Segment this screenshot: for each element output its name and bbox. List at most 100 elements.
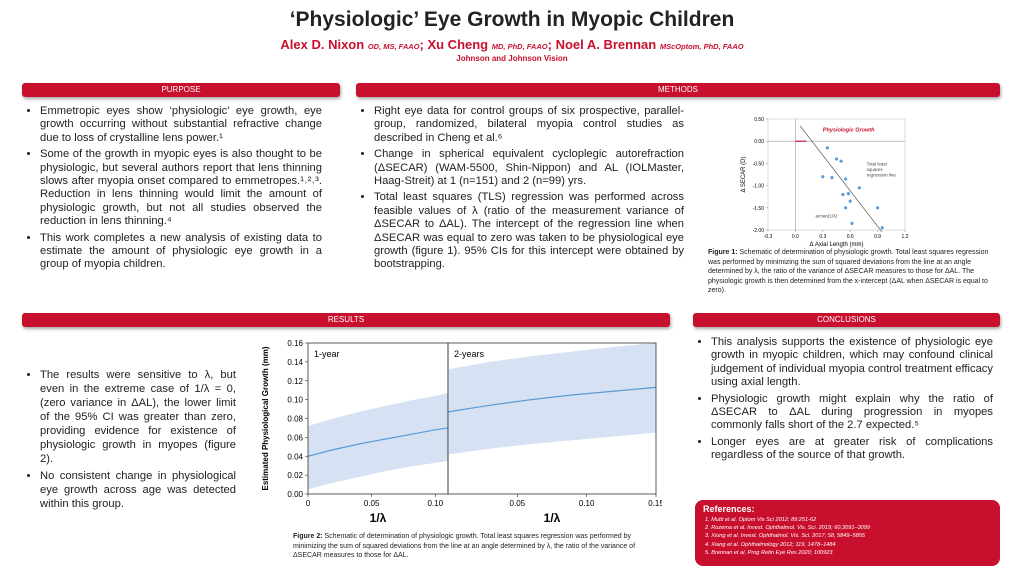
figure-caption: Figure 1: Schematic of determination of … (708, 248, 1000, 296)
author-name: Noel A. Brennan (555, 37, 657, 52)
separator: ; (419, 37, 424, 52)
y-tick-label: 0.00 (754, 139, 764, 145)
list-item: Emmetropic eyes show ‘physiologic’ eye g… (40, 105, 322, 145)
x-tick-label: 0.3 (819, 234, 826, 240)
line (447, 386, 657, 413)
reference: 5. Brennan et al. Prog Retin Eye Res 202… (705, 549, 833, 556)
x-tick-label: 0.05 (510, 499, 526, 508)
purpose-text: Emmetropic eyes show ‘physiologic’ eye g… (22, 105, 322, 275)
reference: 3. Xiong et al. Invest. Ophthalmol. Vis.… (705, 533, 866, 540)
list-item: Longer eyes are at greater risk of compl… (711, 436, 993, 463)
author-credentials: MD, PhD, FAAO (491, 42, 548, 51)
author-credentials: OD, MS, FAAO (367, 42, 420, 51)
point (848, 199, 852, 203)
list: Right eye data for control groups of six… (356, 105, 684, 272)
point (850, 221, 854, 225)
list-item: Right eye data for control groups of six… (374, 105, 684, 145)
separator: ; (547, 37, 552, 52)
panel-frame (447, 342, 657, 495)
point (841, 192, 845, 197)
reference: 2. Rozema et al. Invest. Ophthalmol. Vis… (705, 525, 871, 532)
caption-text: Schematic of determination of physiologi… (708, 249, 989, 295)
regression-line (799, 125, 883, 233)
list-item: This work completes a new analysis of ex… (40, 232, 322, 272)
section-heading: RESULTS (22, 313, 670, 327)
x-tick-label: 1.2 (902, 234, 909, 240)
point (844, 206, 848, 210)
point (880, 226, 884, 230)
point (821, 175, 825, 179)
y-tick-label: 0.02 (287, 471, 303, 480)
x-tick-label: 0.15 (648, 499, 662, 508)
caption-label: Figure 1: (708, 249, 738, 256)
annotation: arctan(1/λ) (815, 214, 837, 219)
author-credentials: MScOptom, PhD, FAAO (659, 42, 744, 51)
plot-frame (767, 118, 906, 231)
point (857, 186, 861, 190)
references: References: 1. Mutti et al. Optom Vis Sc… (695, 500, 1000, 566)
conclusions-text: This analysis supports the existence of … (693, 336, 993, 466)
list: The results were sensitive to λ, but eve… (22, 368, 236, 511)
x-tick-label: 0.9 (874, 234, 881, 240)
author-name: Xu Cheng (427, 37, 489, 52)
panel-label: 2-years (454, 349, 485, 359)
y-tick-label: -2.00 (753, 228, 765, 234)
x-tick-label: 0.10 (579, 499, 595, 508)
section-heading: METHODS (356, 83, 1000, 97)
x-axis-label: 1/λ (544, 511, 561, 525)
annotation: Total least squares regression line (867, 162, 897, 178)
list-item: Total least squares (TLS) regression was… (374, 191, 684, 271)
x-axis-label: Δ Axial Length (mm) (809, 242, 863, 248)
x-tick-label: 0.10 (427, 499, 443, 508)
list-item: Physiologic growth might explain why the… (711, 393, 993, 433)
point (834, 157, 839, 161)
figure-caption: Figure 2: Schematic of determination of … (293, 532, 643, 561)
reference: 1. Mutti et al. Optom Vis Sci 2012; 89:2… (705, 517, 817, 523)
list-item: Change in spherical equivalent cyclopleg… (374, 148, 684, 188)
list-item: This analysis supports the existence of … (711, 336, 993, 390)
y-tick-label: 0.12 (287, 377, 303, 386)
reference: 4. Xiang et al. Ophthalmology 2012; 119,… (705, 541, 836, 548)
author-name: Alex D. Nixon (280, 37, 365, 52)
y-tick-label: -1.50 (753, 206, 765, 212)
list: Emmetropic eyes show ‘physiologic’ eye g… (22, 105, 322, 272)
line (307, 427, 449, 457)
x-tick-label: -0.3 (764, 234, 773, 240)
point (825, 146, 829, 150)
y-axis-label: Δ SECAR (D) (741, 156, 747, 192)
x-tick-label: 0.6 (847, 234, 854, 240)
list-item: Some of the growth in myopic eyes is als… (40, 148, 322, 228)
y-tick-label: 0.08 (287, 415, 303, 424)
y-tick-label: -0.50 (753, 161, 765, 167)
list-item: No consistent change in physiological ey… (40, 469, 236, 511)
caption-text: Schematic of determination of physiologi… (293, 533, 636, 560)
confidence-band (448, 343, 656, 455)
list-item: The results were sensitive to λ, but eve… (40, 368, 236, 466)
x-axis-label: 1/λ (370, 511, 387, 525)
y-tick-label: -1.00 (753, 184, 765, 190)
y-tick-label: 0.16 (287, 339, 303, 348)
authors: Alex D. Nixon OD, MS, FAAO; Xu Cheng MD,… (0, 37, 1024, 52)
x-tick-label: 0 (306, 499, 311, 508)
references-heading: References: (703, 504, 755, 514)
y-tick-label: 0.50 (754, 117, 764, 123)
y-tick-label: 0.04 (287, 452, 303, 461)
title: ‘Physiologic’ Eye Growth in Myopic Child… (289, 8, 735, 31)
point (844, 177, 848, 181)
point (876, 206, 880, 210)
list: This analysis supports the existence of … (693, 336, 993, 463)
point (839, 159, 843, 163)
point (830, 176, 834, 180)
y-axis-label: Estimated Physiological Growth (mm) (261, 346, 270, 490)
panel-label: 1-year (314, 349, 340, 359)
section-heading: PURPOSE (22, 83, 340, 97)
x-tick-label: 0.05 (364, 499, 380, 508)
affiliation: Johnson and Johnson Vision (456, 54, 568, 63)
caption-label: Figure 2: (293, 533, 323, 540)
y-tick-label: 0.10 (287, 396, 303, 405)
y-tick-label: 0.14 (287, 358, 303, 367)
annotation: Physiologic Growth (823, 127, 875, 133)
y-tick-label: 0.00 (287, 490, 303, 499)
section-heading: CONCLUSIONS (693, 313, 1000, 327)
y-tick-label: 0.06 (287, 433, 303, 442)
